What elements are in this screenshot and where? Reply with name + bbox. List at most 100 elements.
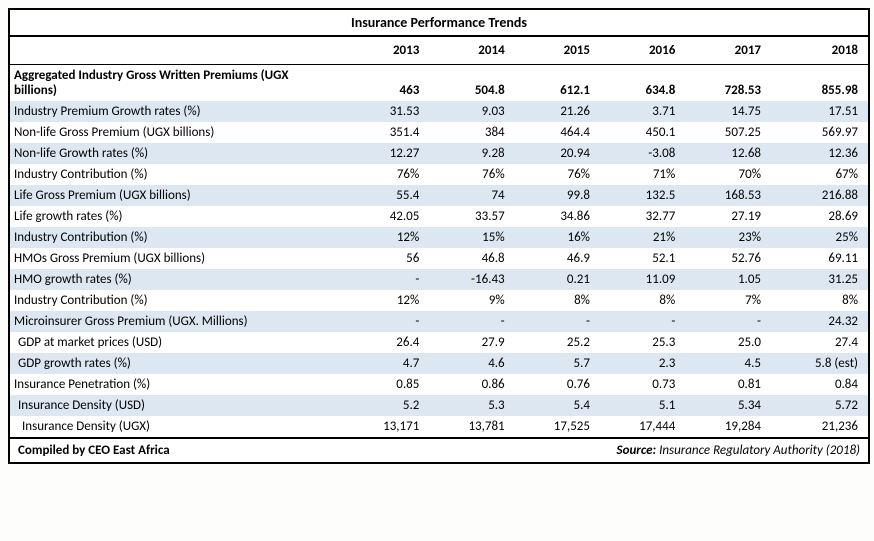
row-cell: - — [429, 311, 514, 332]
row-cell: 5.3 — [429, 395, 514, 416]
row-cell: 5.72 — [771, 395, 868, 416]
row-label: Microinsurer Gross Premium (UGX. Million… — [10, 311, 344, 332]
row-cell: 4.7 — [344, 353, 429, 374]
row-cell: 9.28 — [429, 143, 514, 164]
row-cell: 7% — [685, 290, 771, 311]
table-header: 201320142015201620172018 — [10, 37, 868, 65]
row-cell: -16.43 — [429, 269, 514, 290]
row-cell: 31.53 — [344, 101, 429, 122]
row-cell: 52.76 — [685, 248, 771, 269]
row-label: Non-life Gross Premium (UGX billions) — [10, 122, 344, 143]
header-year: 2016 — [600, 37, 685, 65]
table-row: Aggregated Industry Gross Written Premiu… — [10, 65, 868, 102]
row-cell: 0.85 — [344, 374, 429, 395]
row-label: Industry Contribution (%) — [10, 227, 344, 248]
table-row: GDP growth rates (%)4.74.65.72.34.55.8 (… — [10, 353, 868, 374]
row-cell: 25.2 — [515, 332, 600, 353]
row-cell: - — [344, 311, 429, 332]
row-label: GDP at market prices (USD) — [10, 332, 344, 353]
table-row: Microinsurer Gross Premium (UGX. Million… — [10, 311, 868, 332]
table-row: HMOs Gross Premium (UGX billions)5646.84… — [10, 248, 868, 269]
row-cell: 12% — [344, 290, 429, 311]
row-cell: 19,284 — [685, 416, 771, 437]
row-cell: 23% — [685, 227, 771, 248]
row-label: HMOs Gross Premium (UGX billions) — [10, 248, 344, 269]
row-label: Life growth rates (%) — [10, 206, 344, 227]
row-cell: 8% — [771, 290, 868, 311]
row-label: Aggregated Industry Gross Written Premiu… — [10, 65, 344, 102]
row-cell: 24.32 — [771, 311, 868, 332]
table-row: Industry Contribution (%)12%9%8%8%7%8% — [10, 290, 868, 311]
table-row: GDP at market prices (USD)26.427.925.225… — [10, 332, 868, 353]
row-cell: 5.1 — [600, 395, 685, 416]
footer-compiled-by: Compiled by CEO East Africa — [18, 443, 170, 458]
row-cell: 2.3 — [600, 353, 685, 374]
table-row: Industry Contribution (%)76%76%76%71%70%… — [10, 164, 868, 185]
row-label: Insurance Density (UGX) — [10, 416, 344, 437]
row-cell: 0.86 — [429, 374, 514, 395]
table-title: Insurance Performance Trends — [10, 10, 868, 37]
table-row: Non-life Gross Premium (UGX billions)351… — [10, 122, 868, 143]
row-cell: 52.1 — [600, 248, 685, 269]
row-cell: 4.5 — [685, 353, 771, 374]
row-cell: 216.88 — [771, 185, 868, 206]
row-cell: 13,781 — [429, 416, 514, 437]
row-cell: 5.4 — [515, 395, 600, 416]
row-cell: 17,444 — [600, 416, 685, 437]
row-cell: 464.4 — [515, 122, 600, 143]
row-cell: 28.69 — [771, 206, 868, 227]
row-cell: 12% — [344, 227, 429, 248]
row-cell: 14.75 — [685, 101, 771, 122]
row-cell: 0.21 — [515, 269, 600, 290]
row-label: Life Gross Premium (UGX billions) — [10, 185, 344, 206]
table-row: Insurance Penetration (%)0.850.860.760.7… — [10, 374, 868, 395]
row-cell: 76% — [515, 164, 600, 185]
table-row: Insurance Density (UGX)13,17113,78117,52… — [10, 416, 868, 437]
footer-source-value: Insurance Regulatory Authority (2018) — [656, 443, 860, 458]
row-cell: 33.57 — [429, 206, 514, 227]
row-cell: 12.27 — [344, 143, 429, 164]
row-cell: 384 — [429, 122, 514, 143]
row-cell: 32.77 — [600, 206, 685, 227]
row-cell: - — [344, 269, 429, 290]
row-cell: 99.8 — [515, 185, 600, 206]
row-cell: 504.8 — [429, 65, 514, 102]
row-cell: 5.8 (est) — [771, 353, 868, 374]
row-label: GDP growth rates (%) — [10, 353, 344, 374]
header-year: 2017 — [685, 37, 771, 65]
row-cell: 70% — [685, 164, 771, 185]
row-cell: 11.09 — [600, 269, 685, 290]
data-table: 201320142015201620172018 Aggregated Indu… — [10, 37, 868, 437]
row-cell: 15% — [429, 227, 514, 248]
row-cell: 21,236 — [771, 416, 868, 437]
table-container: Insurance Performance Trends 20132014201… — [8, 8, 870, 464]
row-cell: 0.84 — [771, 374, 868, 395]
row-cell: 12.36 — [771, 143, 868, 164]
row-cell: 76% — [429, 164, 514, 185]
row-cell: 132.5 — [600, 185, 685, 206]
row-cell: -3.08 — [600, 143, 685, 164]
row-cell: 463 — [344, 65, 429, 102]
row-cell: 46.9 — [515, 248, 600, 269]
table-row: Insurance Density (USD)5.25.35.45.15.345… — [10, 395, 868, 416]
row-cell: 9% — [429, 290, 514, 311]
row-label: HMO growth rates (%) — [10, 269, 344, 290]
table-row: Life growth rates (%)42.0533.5734.8632.7… — [10, 206, 868, 227]
row-cell: 46.8 — [429, 248, 514, 269]
header-year: 2014 — [429, 37, 514, 65]
row-cell: 71% — [600, 164, 685, 185]
row-cell: 20.94 — [515, 143, 600, 164]
row-label: Industry Contribution (%) — [10, 290, 344, 311]
table-row: Life Gross Premium (UGX billions)55.4749… — [10, 185, 868, 206]
header-year: 2015 — [515, 37, 600, 65]
row-cell: 351.4 — [344, 122, 429, 143]
row-cell: 9.03 — [429, 101, 514, 122]
table-footer: Compiled by CEO East Africa Source: Insu… — [10, 437, 868, 462]
row-cell: 5.34 — [685, 395, 771, 416]
row-cell: 168.53 — [685, 185, 771, 206]
row-cell: 855.98 — [771, 65, 868, 102]
table-row: Non-life Growth rates (%)12.279.2820.94-… — [10, 143, 868, 164]
row-cell: 0.73 — [600, 374, 685, 395]
row-cell: 634.8 — [600, 65, 685, 102]
header-label-col — [10, 37, 344, 65]
